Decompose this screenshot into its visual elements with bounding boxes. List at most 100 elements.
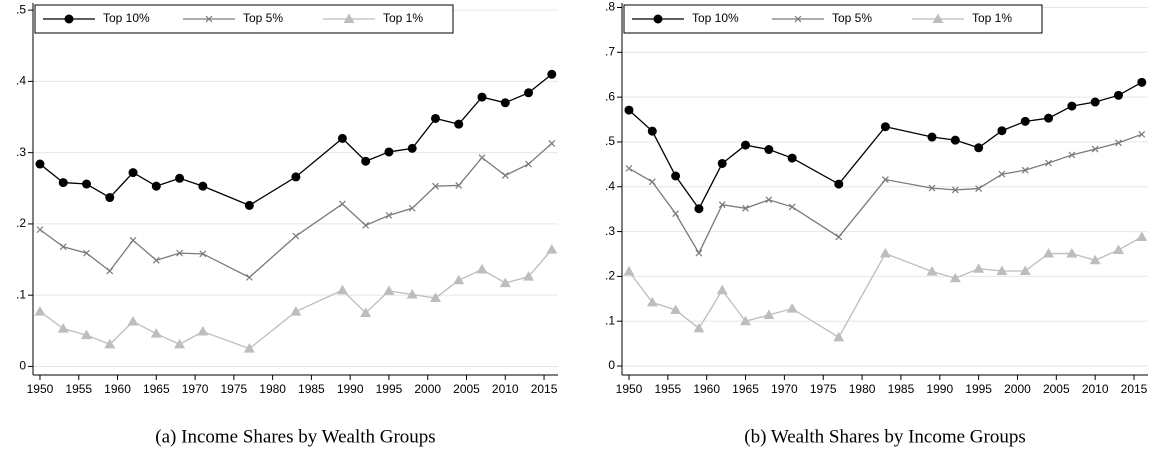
marker (501, 172, 509, 179)
marker (974, 143, 984, 153)
marker (150, 328, 162, 338)
x-tick-label: 1990 (337, 382, 364, 396)
legend-label: Top 5% (243, 11, 283, 25)
y-tick-label: 0 (19, 359, 26, 373)
marker (1138, 130, 1146, 138)
series-line (39, 73, 553, 207)
marker (83, 249, 90, 257)
marker (59, 243, 67, 251)
marker (106, 267, 114, 275)
marker (1090, 97, 1100, 107)
marker (35, 159, 45, 169)
x-tick-label: 1960 (693, 382, 720, 396)
marker (951, 186, 959, 194)
y-tick-label: .2 (16, 216, 26, 230)
legend-box (623, 4, 1043, 34)
marker (623, 265, 635, 276)
marker (949, 272, 961, 283)
marker (716, 284, 728, 295)
marker (360, 307, 372, 317)
marker (879, 248, 891, 258)
x-tick-label: 1985 (888, 382, 915, 396)
legend-label: Top 1% (972, 11, 1012, 25)
x-tick-label: 2015 (1121, 382, 1148, 396)
marker (478, 154, 486, 162)
marker (1020, 116, 1030, 126)
marker (765, 196, 773, 204)
marker (927, 132, 937, 142)
marker (205, 15, 213, 23)
y-tick-label: .4 (605, 179, 615, 193)
series-line (628, 133, 1143, 255)
marker (881, 176, 889, 184)
marker (648, 178, 656, 186)
marker (361, 156, 371, 166)
marker (1021, 166, 1029, 174)
marker (176, 249, 183, 257)
marker (694, 204, 704, 214)
marker (362, 221, 370, 229)
marker (1067, 101, 1077, 111)
x-tick-label: 1975 (220, 382, 247, 396)
x-tick-label: 2015 (531, 382, 558, 396)
marker (82, 179, 92, 189)
y-tick-label: .8 (605, 0, 615, 14)
marker (384, 147, 394, 157)
marker (835, 233, 843, 241)
marker (998, 170, 1006, 178)
legend-label: Top 10% (692, 11, 739, 25)
marker (996, 265, 1008, 276)
x-tick-label: 1975 (810, 382, 837, 396)
x-tick-label: 1970 (771, 382, 798, 396)
x-tick-label: 1980 (849, 382, 876, 396)
marker (671, 171, 681, 181)
marker (1068, 151, 1076, 159)
marker (525, 160, 532, 168)
x-tick-label: 1950 (616, 382, 643, 396)
marker (338, 200, 346, 208)
marker (407, 143, 417, 153)
legend-label: Top 1% (383, 11, 423, 25)
marker (57, 323, 69, 333)
marker (34, 306, 46, 316)
y-tick-label: .1 (605, 313, 615, 327)
marker (1091, 145, 1099, 153)
marker (337, 133, 347, 143)
marker (385, 211, 393, 219)
marker (127, 316, 139, 326)
x-tick-label: 2005 (453, 382, 480, 396)
y-tick-label: .7 (605, 44, 615, 58)
marker (548, 139, 556, 147)
series-line (628, 236, 1143, 339)
x-tick-label: 2010 (1082, 382, 1109, 396)
marker (383, 285, 395, 295)
x-tick-label: 1950 (27, 382, 54, 396)
marker (336, 284, 348, 295)
marker (455, 182, 463, 189)
marker (105, 193, 115, 203)
marker (1136, 231, 1148, 241)
marker (647, 126, 657, 136)
x-tick-label: 1990 (926, 382, 953, 396)
marker (290, 306, 302, 316)
marker (1044, 113, 1054, 123)
marker (653, 14, 663, 24)
marker (646, 296, 658, 307)
marker (693, 322, 705, 333)
marker (128, 168, 138, 178)
y-tick-label: .3 (605, 224, 615, 238)
marker (787, 153, 797, 163)
marker (1019, 265, 1031, 276)
marker (175, 173, 185, 183)
marker (794, 15, 802, 23)
marker (152, 256, 160, 264)
marker (926, 265, 938, 276)
marker (343, 13, 355, 23)
marker (997, 126, 1007, 136)
marker (928, 184, 936, 192)
marker (129, 236, 137, 244)
x-tick-label: 2000 (1004, 382, 1031, 396)
marker (430, 113, 440, 123)
marker (500, 98, 510, 108)
